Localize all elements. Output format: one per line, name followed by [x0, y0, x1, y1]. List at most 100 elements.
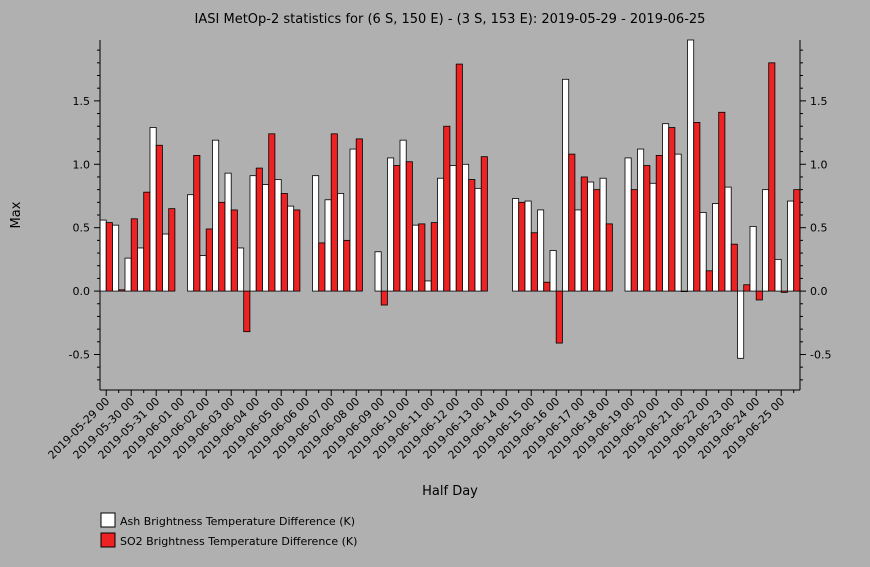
ash-bar: [462, 163, 470, 292]
ash-bar: [387, 157, 395, 292]
so2-bar: [118, 289, 126, 292]
ash-bar: [662, 123, 670, 292]
ash-bar: [412, 224, 420, 292]
so2-bar: [380, 290, 388, 306]
y-tick-label-left: 1.0: [73, 158, 91, 171]
so2-bar: [580, 176, 588, 292]
ash-bar: [237, 247, 245, 292]
so2-bar: [693, 122, 701, 292]
so2-bar: [480, 156, 488, 292]
so2-bar: [555, 290, 563, 344]
ash-bar: [287, 205, 295, 292]
ash-bar: [349, 148, 357, 292]
so2-bar: [768, 62, 776, 292]
ash-bar: [199, 255, 207, 292]
ash-bar: [149, 127, 157, 292]
so2-bar: [418, 223, 426, 292]
so2-bar: [593, 189, 601, 292]
ash-bar: [587, 181, 595, 292]
ash-bar: [374, 251, 382, 292]
y-axis-label: Max: [9, 201, 24, 228]
so2-bar: [468, 179, 476, 292]
ash-bar: [712, 203, 720, 292]
chart-title: IASI MetOp-2 statistics for (6 S, 150 E)…: [195, 12, 706, 27]
ash-bar: [262, 184, 270, 292]
so2-bar: [793, 189, 801, 292]
ash-bar: [599, 177, 607, 292]
y-tick-label-left: 1.5: [73, 95, 91, 108]
ash-bar: [637, 148, 645, 292]
ash-bar: [274, 179, 282, 292]
ash-bar: [699, 212, 707, 292]
axes: -0.5 -0.50.0 0.00.5 0.51.0 1.01.5 1.52019-05-…: [46, 40, 831, 462]
y-tick-label-left: 0.5: [73, 222, 91, 235]
ash-bar: [762, 189, 770, 292]
so2-bar: [443, 125, 451, 292]
so2-bar: [405, 161, 413, 292]
bars: [99, 39, 801, 359]
ash-bar: [774, 258, 782, 292]
legend: Ash Brightness Temperature Difference (K…: [100, 512, 357, 548]
so2-bar: [655, 154, 663, 292]
ash-bar: [574, 209, 582, 292]
so2-bar: [280, 193, 288, 292]
y-tick-label-left: 0.0: [73, 285, 91, 298]
ash-bar: [437, 177, 445, 292]
ash-bar: [99, 219, 107, 292]
legend-label-so2: SO2 Brightness Temperature Difference (K…: [120, 535, 357, 548]
so2-bar: [143, 191, 151, 292]
ash-bar: [212, 139, 220, 292]
ash-bar: [512, 198, 520, 292]
ash-bar: [249, 175, 257, 292]
so2-bar: [193, 154, 201, 292]
ash-bar: [787, 200, 795, 292]
so2-bar: [530, 232, 538, 292]
ash-bar: [474, 187, 482, 292]
so2-bar: [718, 111, 726, 292]
y-tick-label-right: 1.5: [810, 95, 828, 108]
ash-bar: [537, 209, 545, 292]
so2-bar: [680, 290, 688, 292]
ash-bar: [649, 182, 657, 292]
ash-bar: [187, 194, 195, 292]
so2-bar: [630, 189, 638, 292]
so2-bar: [155, 144, 163, 292]
so2-bar: [130, 218, 138, 292]
so2-bar: [318, 242, 326, 292]
so2-bar: [780, 290, 788, 293]
ash-bar: [124, 257, 132, 292]
so2-bar: [543, 281, 551, 292]
x-axis-label: Half Day: [422, 484, 478, 499]
so2-bar: [168, 208, 176, 292]
ash-bar: [399, 139, 407, 292]
ash-bar: [449, 165, 457, 292]
so2-bar: [730, 243, 738, 292]
y-tick-label-right: 0.0: [810, 285, 828, 298]
ash-bar: [524, 200, 532, 292]
ash-bar: [324, 199, 332, 292]
so2-bar: [243, 290, 251, 333]
ash-bar: [312, 175, 320, 292]
so2-bar: [430, 222, 438, 292]
so2-bar: [230, 209, 238, 292]
ash-bar: [749, 226, 757, 292]
so2-bar: [705, 270, 713, 292]
so2-bar: [293, 209, 301, 292]
so2-bar: [218, 201, 226, 292]
so2-bar: [343, 239, 351, 292]
ash-bar: [737, 290, 745, 359]
ash-bar: [137, 247, 145, 292]
so2-bar: [518, 201, 526, 292]
y-tick-label-right: 1.0: [810, 158, 828, 171]
ash-bar: [674, 153, 682, 292]
so2-bar: [268, 133, 276, 292]
so2-bar: [455, 63, 463, 292]
so2-bar: [668, 127, 676, 292]
so2-bar: [330, 133, 338, 292]
y-tick-label-left: -0.5: [69, 348, 90, 361]
so2-bar: [255, 167, 263, 292]
ash-bar: [549, 250, 557, 292]
so2-bar: [568, 153, 576, 292]
